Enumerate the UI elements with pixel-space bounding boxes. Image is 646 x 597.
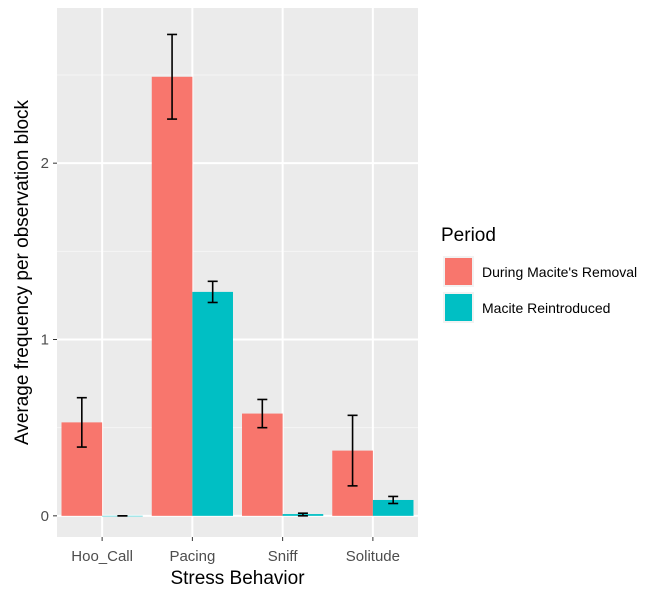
bar-pacing-series-1 bbox=[151, 76, 193, 516]
x-axis-title: Stress Behavior bbox=[170, 568, 305, 589]
x-tick-label: Pacing bbox=[169, 548, 215, 565]
legend-key-swatch bbox=[445, 294, 472, 321]
legend-title: Period bbox=[441, 225, 496, 246]
errorbar-pacing-series-1 bbox=[167, 33, 178, 120]
errorbars-layer bbox=[76, 33, 399, 517]
y-tick-label: 2 bbox=[41, 155, 49, 172]
y-axis-title: Average frequency per observation block bbox=[12, 99, 33, 445]
y-tick-label: 0 bbox=[41, 508, 49, 525]
errorbar-pacing-series-2 bbox=[207, 280, 218, 304]
grid-minor bbox=[57, 74, 418, 429]
legend-key-swatch bbox=[445, 258, 472, 285]
x-tick-label: Hoo_Call bbox=[71, 548, 133, 565]
errorbar-hoo_call-series-1 bbox=[76, 396, 87, 448]
bar-sniff-series-1 bbox=[242, 413, 283, 516]
bar-solitude-series-2 bbox=[372, 499, 414, 516]
errorbar-sniff-series-2 bbox=[297, 512, 308, 517]
y-axis: 0 1 2 bbox=[41, 155, 57, 525]
x-tick-label: Sniff bbox=[268, 548, 299, 565]
x-tick-label: Solitude bbox=[346, 548, 400, 565]
errorbar-solitude-series-1 bbox=[347, 414, 358, 487]
legend-label: During Macite's Removal bbox=[482, 264, 637, 280]
y-tick-label: 1 bbox=[41, 332, 49, 349]
x-axis: Hoo_Call Pacing Sniff Solitude bbox=[71, 537, 400, 565]
bar-pacing-series-2 bbox=[192, 291, 233, 516]
bars-layer bbox=[61, 76, 414, 517]
legend: Period During Macite's Removal Macite Rei… bbox=[441, 225, 637, 323]
errorbar-sniff-series-1 bbox=[257, 398, 268, 429]
errorbar-solitude-series-2 bbox=[388, 495, 399, 505]
plot-panel bbox=[57, 8, 418, 537]
legend-label: Macite Reintroduced bbox=[482, 300, 610, 316]
